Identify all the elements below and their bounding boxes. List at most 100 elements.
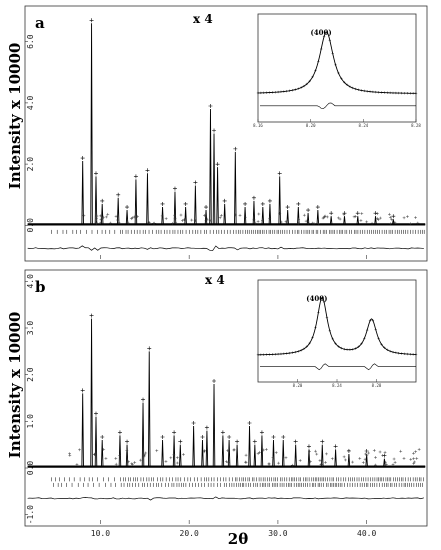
panel-b-observed-point bbox=[351, 460, 354, 464]
panel-a-observed-point bbox=[126, 221, 130, 225]
panel-a-observed-peak-point bbox=[183, 201, 188, 206]
panel-a-inset-observed-point bbox=[380, 91, 383, 94]
panel-b-observed-point bbox=[224, 460, 228, 464]
panel-a-inset-x-tick-label: 8.16 bbox=[253, 123, 263, 128]
panel-a-observed-point bbox=[105, 215, 108, 219]
panel-b-inset-observed-point bbox=[274, 353, 277, 356]
panel-a-inset-observed-point bbox=[262, 91, 265, 94]
panel-b-inset-observed-point bbox=[340, 346, 343, 350]
panel-a-observed-peak-point bbox=[215, 162, 220, 167]
panel-b-observed-point bbox=[125, 448, 129, 452]
panel-a-observed-point bbox=[306, 221, 310, 225]
panel-a-observed-point bbox=[99, 214, 102, 218]
panel-a-inset-observed-point bbox=[311, 75, 314, 79]
panel-b-inset-observed-point bbox=[348, 348, 352, 351]
panel-a-observed-peak-point bbox=[391, 214, 396, 219]
panel-b-observed-peak-point bbox=[141, 397, 146, 402]
panel-b-observed-peak-point bbox=[364, 449, 369, 453]
panel-b-inset-x-tick-label: 8.24 bbox=[332, 383, 342, 388]
panel-b-observed-point bbox=[298, 459, 302, 462]
panel-a-y-tick-label: 2.0 bbox=[26, 157, 35, 172]
panel-b-inset-x-tick-label: 8.20 bbox=[293, 383, 303, 388]
panel-b-inset-observed-point bbox=[354, 347, 357, 350]
panel-b-x-tick-label: 30.0 bbox=[268, 529, 287, 538]
panel-a-inset-observed-point bbox=[320, 47, 323, 51]
panel-a-inset-observed-point bbox=[294, 88, 297, 91]
panel-b-inset-observed-point bbox=[331, 337, 334, 341]
panel-a-inset-observed-point bbox=[274, 91, 277, 94]
panel-b-observed-point bbox=[267, 462, 271, 466]
panel-a-observed-point bbox=[261, 218, 264, 222]
panel-b-observed-point bbox=[182, 453, 185, 456]
panel-b-inset-frame bbox=[257, 279, 417, 383]
panel-a-observed-peak-point bbox=[116, 192, 121, 197]
panel-b-observed-peak-point bbox=[252, 439, 257, 444]
panel-b-y-tick-label: 2.0 bbox=[26, 367, 35, 382]
panel-b-observed-point bbox=[68, 452, 72, 456]
panel-b-observed-point bbox=[412, 451, 415, 455]
panel-b-observed-point bbox=[271, 455, 275, 459]
panel-b-observed-point bbox=[342, 455, 346, 459]
panel-b-x-tick-label: 40.0 bbox=[357, 529, 376, 538]
panel-a-observed-point bbox=[102, 215, 105, 219]
panel-b-observed-peak-point bbox=[172, 430, 177, 435]
panel-a-inset-observed-point bbox=[268, 91, 271, 94]
panel-a-inset: 8.16 8.20 8.24 8.28 (400) bbox=[253, 13, 421, 128]
panel-b-inset-observed-point bbox=[294, 350, 297, 354]
panel-b-inset-observed-point bbox=[337, 345, 340, 348]
panel-b-observed-peak-point bbox=[200, 435, 205, 439]
panel-b-observed-point bbox=[412, 457, 416, 461]
panel-a-inset-observed-point bbox=[357, 88, 360, 92]
panel-b-observed-peak-point bbox=[125, 439, 130, 444]
panel-b-observed-point bbox=[315, 452, 319, 456]
panel-a-observed-point bbox=[342, 213, 346, 216]
panel-a-observed-point bbox=[182, 218, 186, 222]
panel-a-observed-point bbox=[181, 219, 184, 223]
panel-b-observed-point bbox=[114, 462, 118, 466]
panel-a-observed-point bbox=[253, 221, 257, 225]
panel-a-inset-observed-point bbox=[291, 89, 294, 92]
panel-a-observed-peak-point bbox=[160, 201, 165, 206]
panel-a-observed-point bbox=[190, 218, 194, 222]
panel-b-observed-point bbox=[277, 461, 280, 465]
panel-b-inset-observed-point bbox=[317, 311, 320, 314]
panel-a-inset-observed-point bbox=[386, 91, 389, 94]
panel-b-observed-point bbox=[374, 456, 377, 459]
panel-a-observed-point bbox=[174, 220, 178, 224]
panel-a-observed-point bbox=[94, 220, 98, 224]
panel-b-observed-peak-point bbox=[247, 421, 252, 425]
panel-a-inset-observed-point bbox=[360, 89, 363, 92]
panel-a-observed-peak-point bbox=[133, 174, 138, 179]
panel-b-observed-point bbox=[309, 460, 312, 464]
panel-a-observed-peak-point bbox=[222, 198, 227, 203]
panel-b-inset-observed-point bbox=[291, 351, 294, 354]
panel-b-observed-point bbox=[68, 453, 72, 457]
panel-a-inset-observed-point bbox=[337, 71, 340, 75]
panel-a-inset-observed-point bbox=[365, 90, 369, 93]
panel-a-observed-peak-point bbox=[93, 171, 98, 176]
panel-a-observed-point bbox=[173, 216, 177, 220]
panel-b-inset-observed-point bbox=[414, 353, 418, 356]
panel-a-observed-peak-point bbox=[267, 198, 272, 203]
panel-a-inset-observed-point bbox=[348, 85, 352, 88]
panel-b-y-tick-label: 3.0 bbox=[26, 321, 35, 336]
panel-a-observed-point bbox=[95, 214, 99, 218]
panel-a-difference-curve bbox=[27, 245, 424, 251]
panel-a-observed-peak-point bbox=[89, 18, 94, 23]
panel-a-observed-point bbox=[243, 215, 247, 219]
panel-b-observed-point bbox=[226, 460, 230, 464]
panel-b-observed-peak-point bbox=[204, 425, 209, 430]
panel-b-inset-observed-point bbox=[308, 341, 311, 345]
panel-b-inset-observed-point bbox=[276, 352, 280, 356]
panel-b-observed-point bbox=[75, 463, 79, 466]
panel-b-observed-point bbox=[258, 450, 261, 454]
panel-a-observed-point bbox=[268, 216, 272, 220]
panel-a-observed-point bbox=[218, 216, 222, 220]
panel-a-observed-point bbox=[132, 215, 136, 219]
panel-b-observed-point bbox=[384, 460, 387, 464]
panel-a-observed-point bbox=[284, 220, 288, 224]
panel-a-observed-point bbox=[173, 213, 176, 217]
panel-b-observed-peak-point bbox=[178, 439, 183, 444]
panel-a-label: a bbox=[35, 14, 45, 32]
